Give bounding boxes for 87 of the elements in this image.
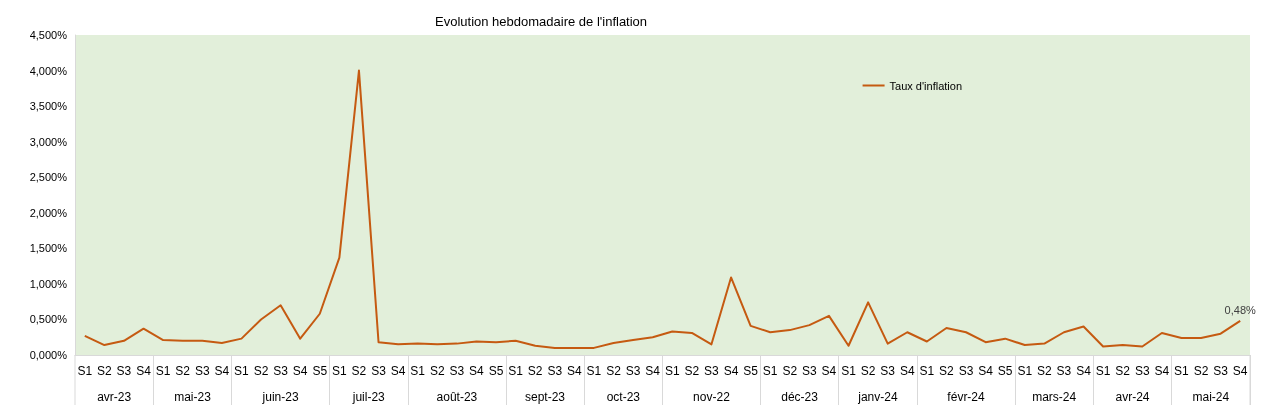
x-tick-label: S2 [1037,364,1053,378]
data-label: 0,48% [1224,304,1257,317]
text: mars-24 [1032,390,1077,404]
x-tick-label: S3 [194,364,210,378]
x-tick-label: S4 [1232,364,1248,378]
x-tick-label: S2 [429,364,445,378]
x-tick-label: S2 [939,364,955,378]
text: juin-23 [261,390,299,404]
x-tick-label: S1 [586,364,602,378]
y-tick-label: 4,000% [29,64,68,77]
text: juil-23 [351,390,386,404]
x-tick-label: S1 [155,364,171,378]
text: août-23 [436,390,478,404]
x-tick-label: S1 [410,364,426,378]
x-tick-label: S3 [704,364,720,378]
x-tick-label: S2 [253,364,269,378]
x-tick-label: S2 [1193,364,1209,378]
x-tick-label: S5 [743,364,759,378]
x-tick-label: S4 [292,364,308,378]
x-tick-label: S2 [606,364,622,378]
x-tick-label: S3 [958,364,974,378]
y-tick-label: 0,000% [29,349,68,361]
x-tick-label: S1 [919,364,935,378]
text: mai-24 [1192,390,1230,404]
text: sept-23 [524,390,566,404]
y-tick-label: 2,500% [29,171,68,184]
x-tick-label: S4 [645,364,661,378]
x-tick-label: S3 [547,364,563,378]
x-tick-label: S4 [390,364,406,378]
x-tick-label: S5 [997,364,1013,378]
x-tick-label: S3 [116,364,132,378]
x-tick-label: S2 [860,364,876,378]
text: févr-24 [947,390,986,404]
text: janv-24 [857,390,898,404]
x-tick-label: S1 [508,364,524,378]
y-tick-label: 0,500% [29,313,68,326]
x-tick-label: S2 [175,364,191,378]
x-tick-label: S1 [1017,364,1033,378]
x-tick-label: S2 [782,364,798,378]
x-tick-label: S4 [978,364,994,378]
x-tick-label: S4 [1076,364,1092,378]
y-tick-label: 4,500% [29,29,68,41]
x-tick-label: S1 [234,364,250,378]
y-tick-label: 3,000% [29,135,68,148]
x-tick-label: S3 [1213,364,1229,378]
x-tick-label: S1 [1095,364,1111,378]
x-tick-label: S1 [77,364,93,378]
x-tick-label: S4 [136,364,152,378]
text: déc-23 [781,390,819,404]
x-tick-label: S2 [684,364,700,378]
y-tick-label: 1,000% [29,277,68,290]
x-tick-label: S3 [880,364,896,378]
x-tick-label: S3 [449,364,465,378]
text: nov-22 [693,390,731,404]
x-tick-label: S4 [723,364,739,378]
text: avr-24 [1115,390,1150,404]
x-tick-label: S3 [802,364,818,378]
text: mai-23 [174,390,212,404]
x-tick-label: S1 [762,364,778,378]
x-tick-label: S4 [821,364,837,378]
x-tick-label: S4 [214,364,230,378]
text: avr-23 [97,390,132,404]
x-tick-label: S1 [1174,364,1190,378]
x-tick-label: S5 [488,364,504,378]
text: oct-23 [606,390,641,404]
x-tick-label: S1 [664,364,680,378]
x-tick-label: S3 [273,364,289,378]
x-tick-label: S4 [1154,364,1170,378]
x-tick-label: S2 [1115,364,1131,378]
x-tick-label: S4 [899,364,915,378]
x-tick-label: S1 [332,364,348,378]
y-tick-label: 3,500% [29,100,68,113]
legend-label: Taux d'inflation [889,79,963,92]
x-tick-label: S2 [351,364,367,378]
x-tick-label: S1 [841,364,857,378]
x-tick-label: S4 [567,364,583,378]
chart-title: Evolution hebdomadaire de l'inflation [435,14,648,29]
x-tick-label: S2 [527,364,543,378]
x-tick-label: S3 [1134,364,1150,378]
x-tick-label: S3 [625,364,641,378]
x-tick-label: S4 [469,364,485,378]
y-tick-label: 2,000% [29,206,68,219]
y-tick-label: 1,500% [29,242,68,255]
x-tick-label: S3 [1056,364,1072,378]
x-tick-label: S3 [371,364,387,378]
x-tick-label: S5 [312,364,328,378]
x-tick-label: S2 [97,364,113,378]
